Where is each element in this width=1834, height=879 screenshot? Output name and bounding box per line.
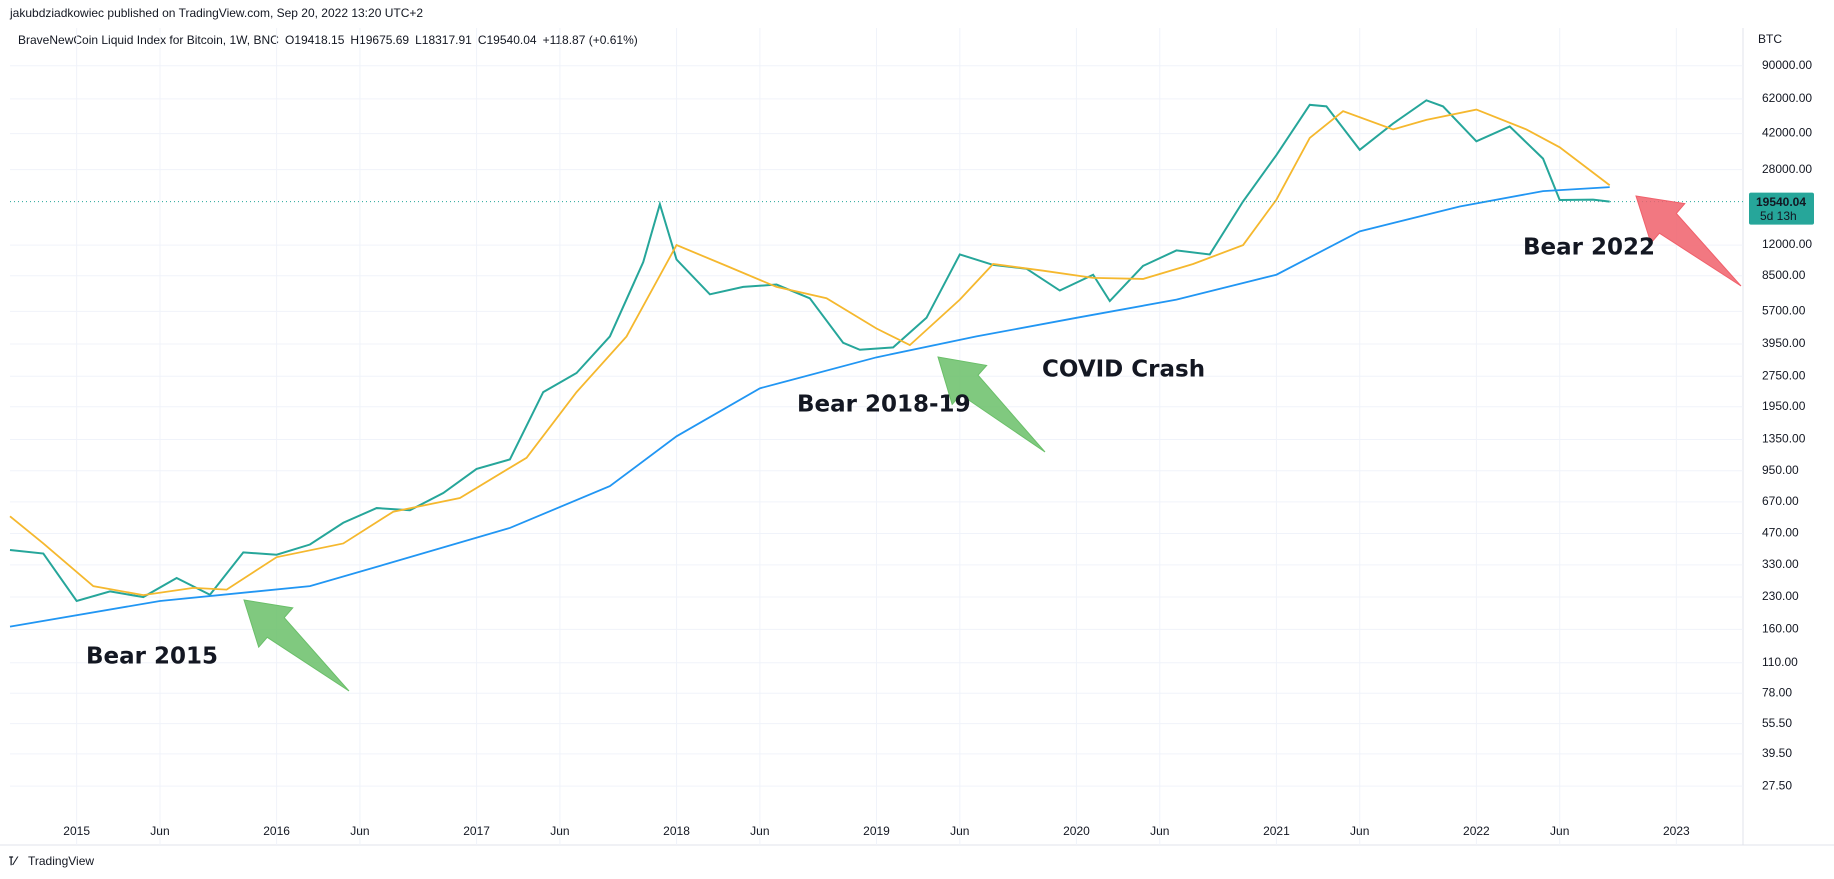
y-tick-label: 27.50 xyxy=(1762,778,1792,792)
chart-title: BraveNewCoin Liquid Index for Bitcoin, 1… xyxy=(18,33,279,47)
y-tick-label: 1950.00 xyxy=(1762,399,1806,413)
x-tick-label: Jun xyxy=(150,824,169,838)
footer-logo: TradingView xyxy=(28,854,94,868)
x-tick-label: 2022 xyxy=(1463,824,1490,838)
x-tick-label: 2020 xyxy=(1063,824,1090,838)
ohlc-value: +118.87 (+0.61%) xyxy=(543,33,638,47)
y-tick-label: 3950.00 xyxy=(1762,336,1806,350)
y-tick-label: 2750.00 xyxy=(1762,368,1806,382)
y-tick-label: 12000.00 xyxy=(1762,237,1812,251)
x-tick-label: 2019 xyxy=(863,824,890,838)
x-tick-label: 2015 xyxy=(63,824,90,838)
annotation: Bear 2018-19 xyxy=(797,392,971,418)
x-tick-label: 2021 xyxy=(1263,824,1290,838)
x-tick-label: Jun xyxy=(550,824,569,838)
logo-mark: ⊺⁄ xyxy=(8,854,19,868)
ohlc-value: H19675.69 xyxy=(350,33,409,47)
x-tick-label: Jun xyxy=(1550,824,1569,838)
x-tick-label: Jun xyxy=(950,824,969,838)
annotation: COVID Crash xyxy=(1042,357,1205,383)
byline: jakubdziadkowiec published on TradingVie… xyxy=(9,6,423,20)
annotation: Bear 2022 xyxy=(1523,235,1655,261)
countdown: 5d 13h xyxy=(1760,209,1797,223)
arrow xyxy=(243,599,350,692)
x-tick-label: Jun xyxy=(1150,824,1169,838)
ohlc-value: C19540.04 xyxy=(478,33,537,47)
x-tick-label: 2023 xyxy=(1663,824,1690,838)
last-price-label: 19540.04 xyxy=(1756,195,1806,209)
price-line xyxy=(9,108,1611,597)
y-tick-label: 950.00 xyxy=(1762,463,1799,477)
y-tick-label: 330.00 xyxy=(1762,557,1799,571)
y-tick-label: 39.50 xyxy=(1762,746,1792,760)
y-tick-label: 110.00 xyxy=(1762,655,1798,669)
x-tick-label: 2018 xyxy=(663,824,690,838)
annotation: Bear 2015 xyxy=(86,644,218,670)
y-tick-label: 670.00 xyxy=(1762,494,1799,508)
y-tick-label: 160.00 xyxy=(1762,622,1799,636)
ohlc-value: L18317.91 xyxy=(415,33,472,47)
y-tick-label: 28000.00 xyxy=(1762,162,1812,176)
y-tick-label: 62000.00 xyxy=(1762,91,1812,105)
price-line xyxy=(9,186,1610,628)
arrow xyxy=(1635,195,1742,287)
y-tick-label: 78.00 xyxy=(1762,685,1792,699)
y-tick-label: 1350.00 xyxy=(1762,432,1806,446)
y-tick-label: 5700.00 xyxy=(1762,304,1806,318)
price-line xyxy=(9,99,1610,603)
y-tick-label: 8500.00 xyxy=(1762,268,1806,282)
x-tick-label: Jun xyxy=(350,824,369,838)
x-tick-label: 2017 xyxy=(463,824,490,838)
last-price-box xyxy=(1749,192,1814,225)
y-tick-label: 42000.00 xyxy=(1762,126,1812,140)
x-tick-label: 2016 xyxy=(263,824,290,838)
y-tick-label: 470.00 xyxy=(1762,526,1799,540)
y-tick-label: 90000.00 xyxy=(1762,58,1812,72)
x-tick-label: Jun xyxy=(1350,824,1369,838)
y-tick-label: 230.00 xyxy=(1762,589,1799,603)
y-tick-label: 55.50 xyxy=(1762,716,1792,730)
x-tick-label: Jun xyxy=(750,824,769,838)
arrow xyxy=(937,356,1046,453)
y-unit: BTC xyxy=(1758,32,1782,46)
ohlc-value: O19418.15 xyxy=(285,33,345,47)
